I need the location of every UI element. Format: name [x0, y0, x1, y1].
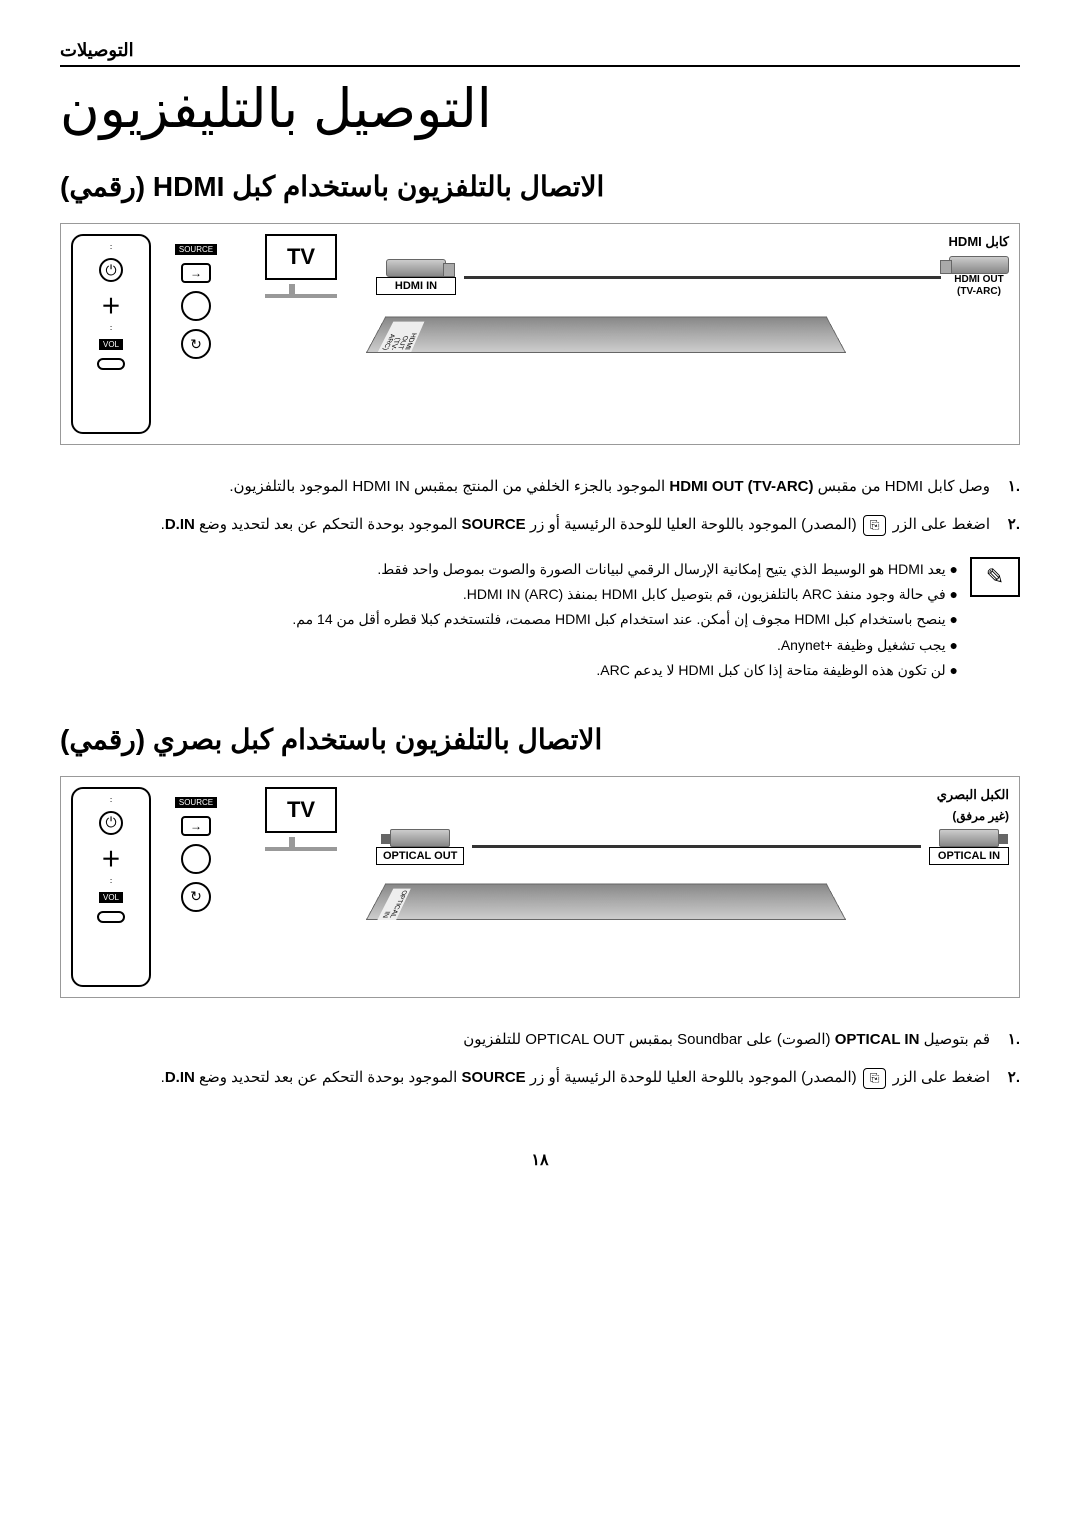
optical-in-label: OPTICAL IN [929, 847, 1009, 865]
power-icon-2: ⏻ [99, 811, 123, 835]
optical-connector-right [939, 829, 999, 847]
remote-side-2: SOURCE ↻ [166, 787, 226, 987]
section-title-optical: الاتصال بالتلفزيون باستخدام كبل بصري (رق… [60, 723, 1020, 756]
source-button-icon-2 [181, 816, 211, 836]
source-icon-2: ⎘ [863, 1068, 887, 1089]
mic-icon-2 [181, 844, 211, 874]
page-title: التوصيل بالتليفزيون [60, 77, 1020, 140]
hdmi-in-label: HDMI IN [376, 277, 456, 295]
cable-label-hdmi: كابل HDMI [376, 234, 1009, 250]
not-included-label: (غير مرفق) [376, 809, 1009, 823]
cycle-icon: ↻ [181, 329, 211, 359]
vol-label: VOL [99, 339, 123, 350]
optical-out-label: OPTICAL OUT [376, 847, 464, 865]
source-icon: ⎘ [863, 515, 887, 536]
vol-label-2: VOL [99, 892, 123, 903]
soundbar-port-hdmi: HDMI OUT (TV-ARC) [378, 322, 425, 352]
power-icon: ⏻ [99, 258, 123, 282]
cable-label-optical: الكبل البصري [376, 787, 1009, 803]
tv-label: TV [265, 234, 337, 280]
hdmi-out-label: HDMI OUT(TV-ARC) [954, 274, 1003, 298]
step-hdmi-1: .١ وصل كابل HDMI من مقبس HDMI OUT (TV-AR… [60, 475, 1020, 499]
header-connections: التوصيلات [60, 40, 1020, 67]
section-title-hdmi: الاتصال بالتلفزيون باستخدام كبل HDMI (رق… [60, 170, 1020, 203]
note-4: يجب تشغيل وظيفة +Anynet. [60, 633, 958, 658]
tv-graphic: TV [241, 234, 361, 304]
tv-label-2: TV [265, 787, 337, 833]
plus-icon-2: ＋ [101, 843, 121, 872]
note-block-hdmi: ✎ يعد HDMI هو الوسيط الذي يتيح إمكانية ا… [60, 557, 1020, 683]
soundbar-graphic: HDMI OUT (TV-ARC) [376, 314, 836, 374]
source-label: SOURCE [175, 244, 217, 255]
plus-icon: ＋ [101, 290, 121, 319]
step-hdmi-2: .٢ اضغط على الزر ⎘ (المصدر) الموجود بالل… [60, 513, 1020, 537]
remote-control: ∶ ⏻ ＋ ∶ VOL [71, 234, 151, 434]
soundbar-graphic-2: OPTICAL IN [376, 881, 836, 941]
hdmi-connector-left [386, 259, 446, 277]
source-button-icon [181, 263, 211, 283]
note-3: ينصح باستخدام كبل HDMI مجوف إن أمكن. عند… [60, 607, 958, 632]
remote-control-2: ∶ ⏻ ＋ ∶ VOL [71, 787, 151, 987]
note-5: لن تكون هذه الوظيفة متاحة إذا كان كبل HD… [60, 658, 958, 683]
steps-hdmi: .١ وصل كابل HDMI من مقبس HDMI OUT (TV-AR… [60, 475, 1020, 537]
mic-icon [181, 291, 211, 321]
cycle-icon-2: ↻ [181, 882, 211, 912]
bar-button-2 [97, 911, 125, 923]
note-icon: ✎ [970, 557, 1020, 597]
diagram-optical: ∶ ⏻ ＋ ∶ VOL SOURCE ↻ TV الكبل البصري (غي… [60, 776, 1020, 998]
step-optical-2: .٢ اضغط على الزر ⎘ (المصدر) الموجود بالل… [60, 1066, 1020, 1090]
optical-connector-left [390, 829, 450, 847]
steps-optical: .١ قم بتوصيل OPTICAL IN (الصوت) على Soun… [60, 1028, 1020, 1090]
page-number: ١٨ [60, 1150, 1020, 1170]
tv-graphic-2: TV [241, 787, 361, 857]
diagram-hdmi: ∶ ⏻ ＋ ∶ VOL SOURCE ↻ TV كابل HDMI HDMI I… [60, 223, 1020, 445]
bar-button [97, 358, 125, 370]
remote-side: SOURCE ↻ [166, 234, 226, 434]
step-optical-1: .١ قم بتوصيل OPTICAL IN (الصوت) على Soun… [60, 1028, 1020, 1052]
source-label-2: SOURCE [175, 797, 217, 808]
soundbar-port-optical: OPTICAL IN [377, 889, 410, 920]
note-1: يعد HDMI هو الوسيط الذي يتيح إمكانية الإ… [60, 557, 958, 582]
note-2: في حالة وجود منفذ ARC بالتلفزيون، قم بتو… [60, 582, 958, 607]
hdmi-connector-right [949, 256, 1009, 274]
